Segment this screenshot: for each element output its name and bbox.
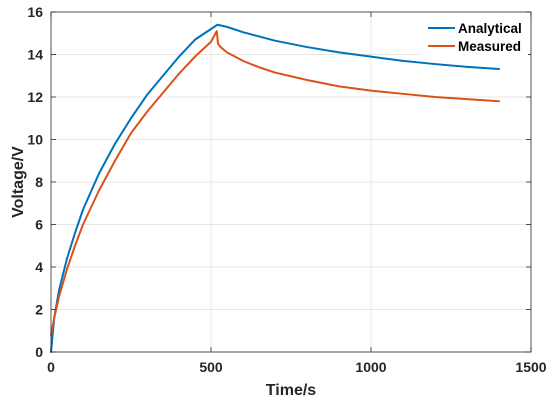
series-line-measured — [50, 30, 500, 336]
y-tick-label: 10 — [27, 132, 43, 148]
y-tick-label: 2 — [35, 302, 43, 318]
y-tick-label: 16 — [27, 4, 43, 20]
legend-label-measured: Measured — [458, 39, 521, 54]
series-lines — [50, 23, 500, 353]
x-tick-label: 500 — [199, 359, 223, 375]
x-axis-label: Time/s — [266, 382, 317, 399]
axis-ticks — [50, 11, 532, 353]
legend: Analytical Measured — [421, 15, 528, 58]
y-axis-label: Voltage/V — [10, 146, 27, 218]
legend-label-analytical: Analytical — [458, 21, 522, 36]
series-line-analytical — [50, 23, 500, 353]
y-tick-label: 12 — [27, 89, 43, 105]
y-tick-labels: 0 2 4 6 8 10 12 14 16 — [27, 4, 43, 360]
y-tick-label: 6 — [35, 217, 43, 233]
y-tick-label: 4 — [35, 259, 43, 275]
x-tick-labels: 0 500 1000 1500 — [47, 359, 547, 375]
x-tick-label: 0 — [47, 359, 55, 375]
x-tick-label: 1500 — [515, 359, 546, 375]
y-tick-label: 14 — [27, 47, 43, 63]
y-tick-label: 8 — [35, 174, 43, 190]
y-tick-label: 0 — [35, 344, 43, 360]
legend-box — [421, 15, 528, 58]
grid — [51, 12, 531, 352]
x-tick-label: 1000 — [355, 359, 386, 375]
